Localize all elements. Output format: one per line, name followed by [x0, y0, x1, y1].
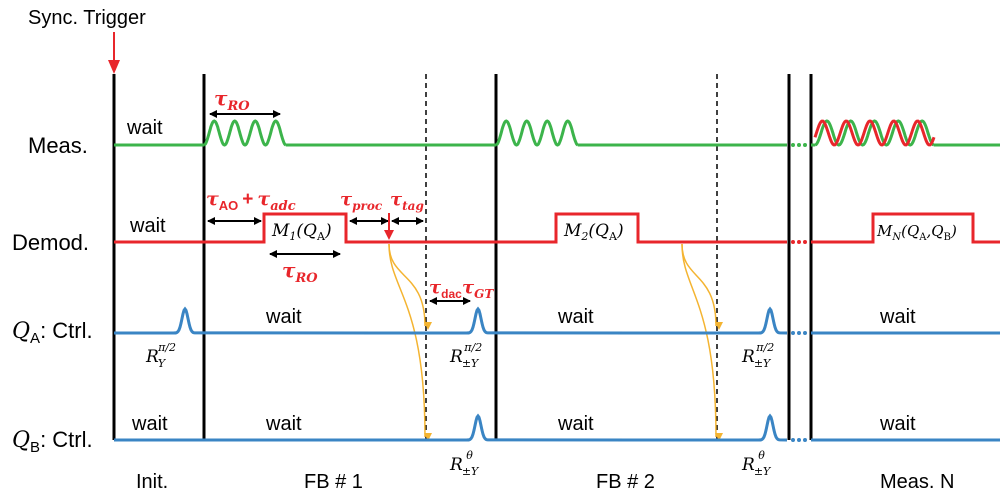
demod-block-mn: MN(QA,QB) — [876, 222, 957, 243]
phase-label-fb2: FB # 2 — [596, 471, 655, 493]
row-label-meas: Meas. — [28, 133, 88, 158]
qa-wait-fb2: wait — [557, 306, 594, 328]
qa-wait-fb1: wait — [265, 306, 302, 328]
meas-wait-label: wait — [126, 117, 163, 139]
tag-trigger-arrow — [384, 213, 394, 240]
svg-text:τRO: τRO — [214, 86, 250, 114]
demod-dots — [791, 240, 807, 244]
demod-signal — [114, 212, 1000, 244]
row-label-qb: QB: Ctrl. — [12, 427, 93, 456]
qb-wait-fb1: wait — [265, 413, 302, 435]
qa-dots — [791, 331, 807, 335]
pulse-label-rpmy-theta-fb2: R±Yθ — [741, 449, 772, 478]
phase-label-init: Init. — [136, 471, 168, 493]
pulse-label-rpmy-half-pi-fb1: R±Yπ/2 — [449, 341, 482, 370]
tau-dac: τdac — [429, 277, 471, 305]
svg-text:τRO: τRO — [282, 258, 318, 286]
sync-trigger-label: Sync. Trigger — [28, 7, 146, 29]
qb-wait-init: wait — [131, 413, 168, 435]
pulse-label-rpmy-half-pi-fb2: R±Yπ/2 — [741, 341, 774, 370]
svg-text:τAO+τadc: τAO + τadc — [206, 188, 296, 214]
pulse-label-ry-half-pi: RYπ/2 — [145, 341, 176, 370]
meas-n-red-wave — [813, 119, 936, 147]
qb-ctrl-signal — [114, 413, 1000, 442]
row-label-qa: QA: Ctrl. — [12, 318, 93, 347]
qb-wait-measn: wait — [879, 413, 916, 435]
svg-text:τGT: τGT — [462, 277, 494, 301]
svg-text:τdac: τdac — [429, 277, 462, 301]
pulse-label-rpmy-theta-fb1: R±Yθ — [449, 449, 480, 478]
section-dividers — [112, 74, 813, 440]
row-label-demod: Demod. — [12, 230, 89, 255]
meas-signal — [114, 119, 1000, 147]
tau-tag: τtag — [390, 189, 424, 225]
demod-block-m1: M1(QA) — [271, 221, 332, 243]
trigger-arrow — [108, 32, 120, 74]
meas-dots — [791, 143, 807, 147]
feedback-dashed-lines — [425, 74, 718, 440]
svg-text:τproc: τproc — [340, 189, 383, 213]
tau-ro-top: τRO — [209, 86, 281, 118]
tau-proc: τproc — [340, 189, 389, 225]
qa-wait-measn: wait — [879, 306, 916, 328]
demod-block-m2: M2(QA) — [563, 221, 624, 243]
tau-ao-adc: τAO + τadc — [206, 188, 296, 225]
qb-dots — [791, 438, 807, 442]
feedback-paths — [388, 243, 723, 441]
tau-gt: τGT — [462, 277, 494, 301]
svg-text:τtag: τtag — [390, 189, 424, 213]
phase-label-measn: Meas. N — [880, 471, 954, 493]
demod-wait-label: wait — [129, 215, 166, 237]
qb-wait-fb2: wait — [557, 413, 594, 435]
qa-ctrl-signal — [114, 306, 1000, 335]
phase-label-fb1: FB # 1 — [304, 471, 363, 493]
tau-ro-bottom: τRO — [269, 250, 341, 286]
